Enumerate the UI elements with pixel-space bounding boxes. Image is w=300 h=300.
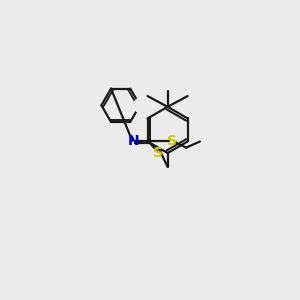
Text: S: S xyxy=(153,146,163,160)
Text: N: N xyxy=(135,99,145,112)
Text: N: N xyxy=(128,134,140,148)
Text: S: S xyxy=(167,134,177,148)
